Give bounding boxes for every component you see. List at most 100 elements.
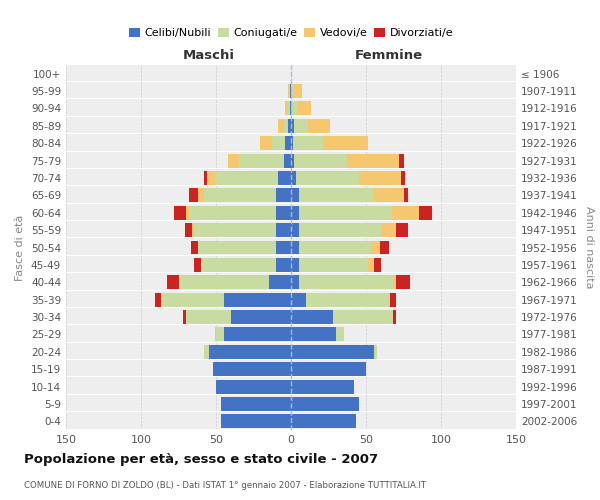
Bar	[260, 136, 271, 150]
Bar	[204, 171, 207, 185]
Bar	[308, 119, 330, 133]
Bar	[189, 206, 276, 220]
Bar	[294, 154, 347, 168]
Bar	[323, 136, 367, 150]
Y-axis label: Fasce di età: Fasce di età	[16, 214, 25, 280]
Bar	[291, 240, 299, 254]
Bar	[371, 240, 380, 254]
Bar	[284, 119, 288, 133]
Bar	[404, 188, 408, 202]
Bar	[336, 328, 343, 342]
Bar	[193, 223, 276, 237]
Bar	[290, 84, 291, 98]
Bar	[189, 188, 198, 202]
Bar	[288, 102, 290, 116]
Bar	[271, 136, 285, 150]
Bar	[179, 276, 269, 289]
Bar	[231, 310, 291, 324]
Bar	[223, 328, 291, 342]
Bar	[291, 154, 294, 168]
Bar	[296, 171, 359, 185]
Bar	[204, 188, 276, 202]
Text: Femmine: Femmine	[355, 50, 422, 62]
Bar	[291, 292, 306, 306]
Bar	[167, 276, 179, 289]
Bar	[201, 258, 276, 272]
Bar	[284, 154, 291, 168]
Bar	[186, 206, 189, 220]
Bar	[390, 292, 396, 306]
Bar	[291, 84, 294, 98]
Bar	[291, 345, 373, 358]
Bar	[193, 258, 201, 272]
Bar	[299, 240, 371, 254]
Bar	[288, 84, 290, 98]
Bar	[306, 292, 389, 306]
Bar	[228, 154, 239, 168]
Bar	[293, 136, 323, 150]
Bar	[299, 276, 393, 289]
Bar	[276, 258, 291, 272]
Bar	[161, 292, 223, 306]
Bar	[419, 206, 432, 220]
Bar	[294, 119, 308, 133]
Bar	[401, 171, 405, 185]
Bar	[291, 258, 299, 272]
Bar	[392, 206, 419, 220]
Bar	[215, 328, 216, 342]
Bar	[381, 223, 396, 237]
Bar	[291, 380, 354, 394]
Bar	[299, 206, 392, 220]
Bar	[291, 102, 297, 116]
Bar	[291, 362, 366, 376]
Bar	[186, 310, 231, 324]
Bar	[290, 102, 291, 116]
Text: COMUNE DI FORNO DI ZOLDO (BL) - Dati ISTAT 1° gennaio 2007 - Elaborazione TUTTIT: COMUNE DI FORNO DI ZOLDO (BL) - Dati IST…	[24, 480, 426, 490]
Bar	[276, 206, 291, 220]
Bar	[294, 84, 302, 98]
Bar	[276, 240, 291, 254]
Bar	[216, 380, 291, 394]
Bar	[373, 258, 381, 272]
Bar	[198, 240, 276, 254]
Y-axis label: Anni di nascita: Anni di nascita	[584, 206, 594, 289]
Bar	[297, 102, 311, 116]
Bar	[216, 328, 223, 342]
Bar	[291, 136, 293, 150]
Bar	[221, 397, 291, 411]
Bar	[223, 292, 291, 306]
Bar	[393, 276, 396, 289]
Bar	[192, 223, 193, 237]
Bar	[396, 276, 409, 289]
Bar	[291, 206, 299, 220]
Bar	[191, 240, 198, 254]
Bar	[291, 310, 333, 324]
Bar	[291, 119, 294, 133]
Bar	[359, 171, 401, 185]
Bar	[155, 292, 161, 306]
Bar	[185, 223, 192, 237]
Bar	[299, 223, 381, 237]
Bar	[291, 223, 299, 237]
Bar	[276, 188, 291, 202]
Bar	[221, 414, 291, 428]
Bar	[396, 223, 408, 237]
Bar	[399, 154, 404, 168]
Bar	[207, 171, 215, 185]
Bar	[285, 102, 288, 116]
Bar	[215, 171, 277, 185]
Bar	[277, 119, 284, 133]
Bar	[373, 345, 377, 358]
Bar	[209, 345, 291, 358]
Bar	[347, 154, 399, 168]
Bar	[291, 414, 355, 428]
Bar	[174, 206, 186, 220]
Bar	[389, 292, 390, 306]
Bar	[277, 171, 291, 185]
Bar	[299, 188, 373, 202]
Bar	[213, 362, 291, 376]
Bar	[380, 240, 389, 254]
Bar	[333, 310, 393, 324]
Bar	[198, 188, 204, 202]
Bar	[239, 154, 284, 168]
